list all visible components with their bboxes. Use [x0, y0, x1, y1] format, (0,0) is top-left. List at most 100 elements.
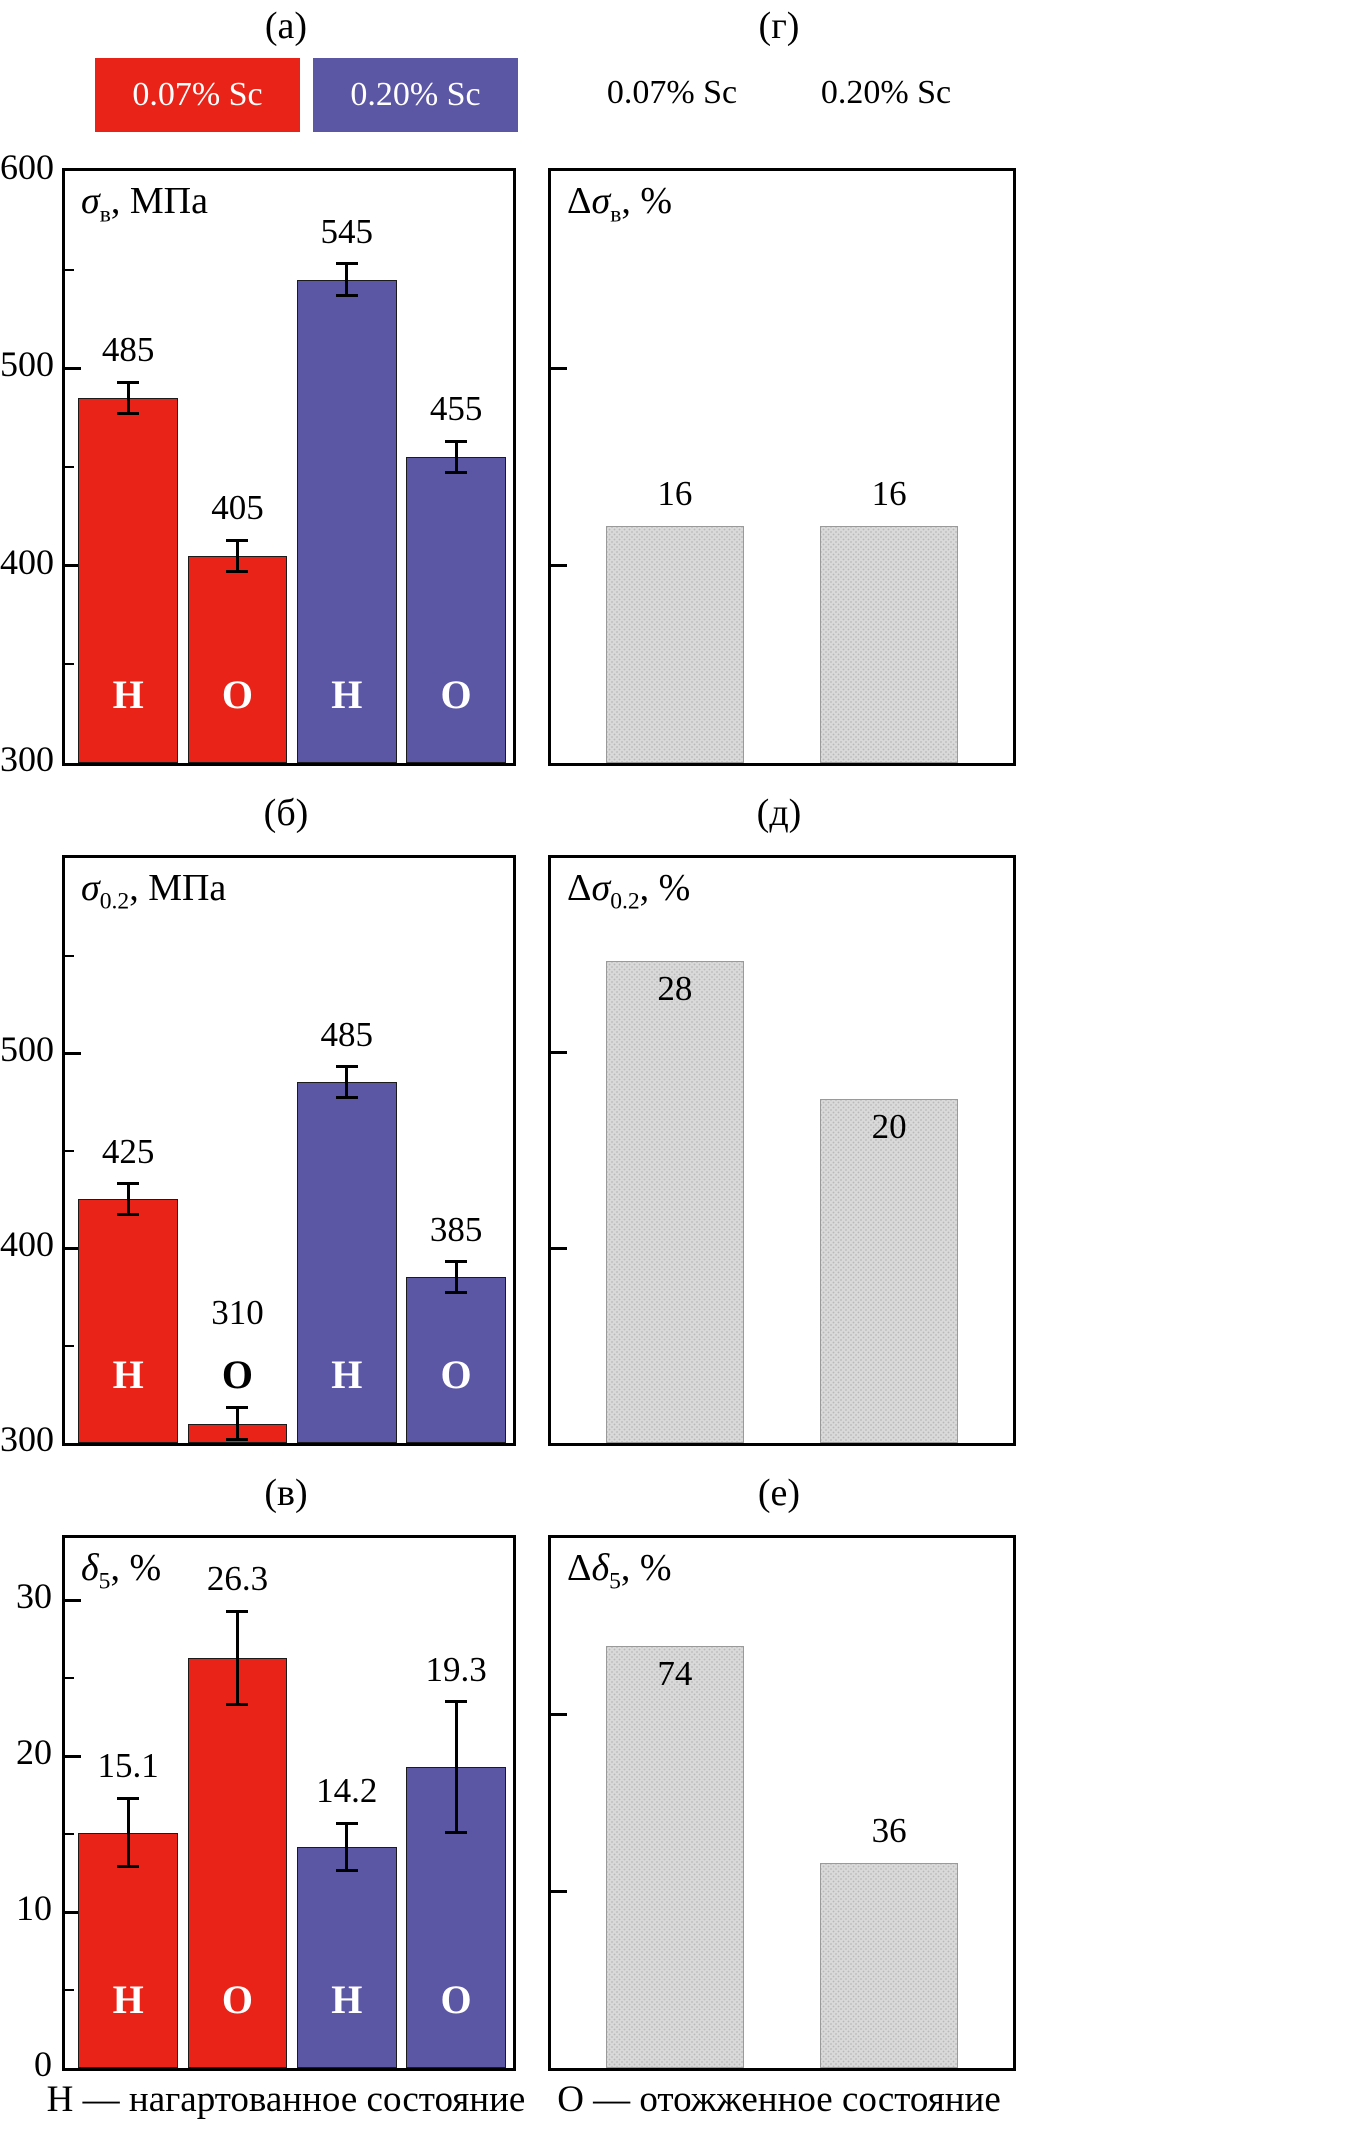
error-bar-cap	[335, 293, 358, 297]
bar-state-letter: Н	[331, 1977, 363, 2022]
y-axis-tick	[65, 366, 81, 370]
chart-panel-g: Δσв, % 16 16	[548, 168, 1016, 766]
error-bar	[345, 263, 349, 296]
error-bar-cap	[335, 1096, 358, 1100]
y-axis-tick	[551, 1051, 567, 1055]
error-bar	[454, 441, 458, 473]
error-bar-cap	[226, 1609, 249, 1613]
right-column-header-020sc: 0.20% Sc	[820, 74, 952, 111]
error-bar	[235, 540, 239, 572]
y-axis-tick-label: 20	[16, 1732, 52, 1773]
bar-state-letter: Н	[331, 1352, 363, 1397]
bar-v-3	[297, 1846, 397, 2068]
bar-e-1	[605, 1646, 745, 2068]
legend-item-007sc: 0.07% Sc	[95, 58, 300, 132]
error-bar	[454, 1701, 458, 1833]
legend-label-007sc: 0.07% Sc	[132, 76, 263, 113]
error-bar-cap	[445, 471, 468, 475]
panel-label-v: (в)	[264, 1472, 308, 1514]
chart-title-e: Δδ5, %	[567, 1547, 672, 1595]
bar-state-letter: О	[440, 672, 472, 717]
y-axis-tick	[65, 1051, 81, 1055]
error-bar	[454, 1261, 458, 1293]
error-bar-cap	[226, 1703, 249, 1707]
legend-label-020sc: 0.20% Sc	[350, 76, 481, 113]
bar-state-letter: Н	[112, 1977, 144, 2022]
bar-value-label: 36	[871, 1810, 907, 1850]
panel-label-e: (е)	[757, 1472, 801, 1514]
bar-value-label: 20	[871, 1106, 907, 1146]
error-bar-cap	[117, 1796, 140, 1800]
right-column-header-007sc: 0.07% Sc	[606, 74, 738, 111]
y-axis-minor-tick	[65, 1344, 74, 1347]
chart-panel-d: Δσ0.2, % 28 20	[548, 855, 1016, 1446]
error-bar-cap	[226, 538, 249, 542]
error-bar-cap	[226, 1406, 249, 1410]
error-bar	[126, 1183, 130, 1215]
chart-title-d: Δσ0.2, %	[567, 867, 691, 915]
bar-a-2	[187, 555, 288, 763]
bar-value-label: 385	[429, 1209, 483, 1249]
bar-v-2	[187, 1658, 288, 2068]
panel-label-b: (б)	[263, 792, 309, 834]
chart-panel-v: δ5, % 15.1 Н 26.3 О 14.2 Н 19.3 О	[62, 1535, 516, 2071]
panel-label-a: (а)	[264, 5, 308, 47]
error-bar	[345, 1066, 349, 1098]
caption-left: Н — нагартованное состояние	[46, 2079, 526, 2120]
chart-panel-b: σ0.2, МПа 425 Н 310 О 485 Н 385 О	[62, 855, 516, 1446]
error-bar	[126, 382, 130, 414]
y-axis-minor-tick	[65, 268, 74, 271]
bar-value-label: 26.3	[206, 1559, 269, 1599]
bar-a-1	[78, 397, 178, 763]
y-axis-tick	[65, 1754, 81, 1758]
bar-value-label: 28	[657, 969, 693, 1009]
chart-title-a: σв, МПа	[81, 180, 208, 228]
y-axis-minor-tick	[65, 1989, 74, 1992]
bar-g-2	[819, 526, 959, 763]
error-bar-cap	[445, 1831, 468, 1835]
bar-value-label: 19.3	[425, 1649, 487, 1689]
y-axis-tick	[551, 366, 567, 370]
y-axis-tick-label: 400	[0, 1224, 54, 1264]
bar-value-label: 405	[211, 488, 264, 527]
error-bar-cap	[226, 1437, 249, 1441]
error-bar	[126, 1798, 130, 1867]
bar-value-label: 485	[101, 330, 155, 370]
bar-state-letter: О	[221, 1352, 254, 1397]
y-axis-minor-tick	[65, 954, 74, 957]
legend-item-020sc: 0.20% Sc	[313, 58, 518, 132]
chart-panel-e: Δδ5, % 74 36	[548, 1535, 1016, 2071]
bar-d-1	[605, 961, 745, 1443]
bar-value-label: 14.2	[316, 1771, 378, 1811]
y-axis-minor-tick	[65, 1677, 74, 1680]
bar-b-4	[406, 1277, 506, 1443]
panel-label-d: (д)	[756, 792, 802, 834]
error-bar-cap	[117, 412, 140, 416]
y-axis-tick-label: 600	[0, 147, 54, 187]
error-bar-cap	[445, 1291, 468, 1295]
error-bar-cap	[445, 1700, 468, 1704]
panel-label-g: (г)	[758, 5, 800, 47]
bar-state-letter: О	[221, 672, 254, 717]
y-axis-tick-label: 30	[16, 1576, 52, 1617]
y-axis-tick	[65, 1598, 81, 1602]
bar-state-letter: Н	[331, 672, 363, 717]
bar-a-3	[297, 279, 397, 763]
bar-value-label: 455	[429, 389, 483, 429]
y-axis-minor-tick	[65, 466, 74, 468]
bar-value-label: 425	[101, 1131, 155, 1171]
bar-state-letter: О	[221, 1977, 254, 2022]
y-axis-minor-tick	[65, 1833, 74, 1836]
y-axis-tick-label: 500	[0, 1029, 54, 1069]
error-bar-cap	[117, 1182, 140, 1186]
y-axis-tick	[551, 1246, 567, 1250]
chart-panel-a: σв, МПа 485 Н 405 О 545 Н 455 О	[62, 168, 516, 766]
y-axis-tick-label: 300	[0, 739, 54, 779]
bar-e-2	[819, 1862, 959, 2068]
bar-value-label: 16	[871, 474, 907, 514]
bar-value-label: 16	[657, 474, 693, 514]
y-axis-tick-label: 0	[34, 2044, 52, 2084]
chart-title-v: δ5, %	[81, 1547, 162, 1595]
y-axis-tick	[65, 1910, 81, 1914]
